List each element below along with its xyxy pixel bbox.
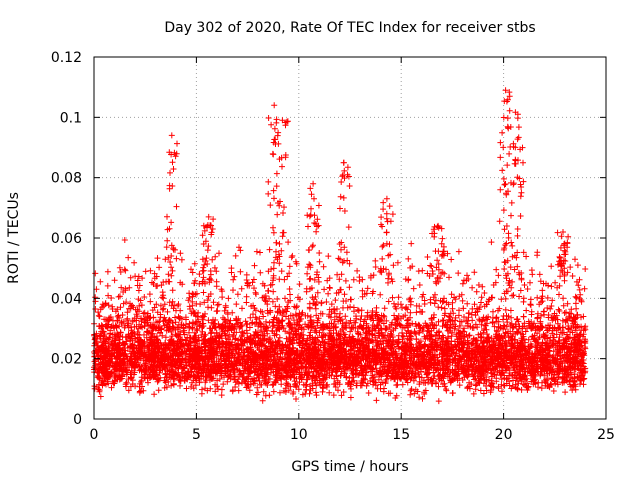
x-tick-label: 5 xyxy=(192,427,201,443)
y-axis-label: ROTI / TECUs xyxy=(6,192,22,284)
x-tick-labels: 0 5 10 15 20 25 xyxy=(90,427,615,443)
x-axis-label: GPS time / hours xyxy=(291,459,408,475)
y-tick-label: 0 xyxy=(73,412,82,428)
y-tick-label: 0.08 xyxy=(51,171,82,187)
y-tick-label: 0.04 xyxy=(51,291,82,307)
x-tick-label: 20 xyxy=(495,427,513,443)
y-tick-labels: 0 0.02 0.04 0.06 0.08 0.1 0.12 xyxy=(51,50,82,428)
x-tick-label: 10 xyxy=(290,427,308,443)
y-tick-label: 0.06 xyxy=(51,231,82,247)
y-tick-label: 0.02 xyxy=(51,352,82,368)
roti-points xyxy=(91,87,589,405)
axis-ticks xyxy=(93,56,607,420)
data-points xyxy=(91,87,589,405)
x-tick-label: 15 xyxy=(392,427,410,443)
y-tick-label: 0.1 xyxy=(60,110,82,126)
chart-title: Day 302 of 2020, Rate Of TEC Index for r… xyxy=(164,20,535,36)
x-tick-label: 0 xyxy=(90,427,99,443)
x-tick-label: 25 xyxy=(597,427,615,443)
y-tick-label: 0.12 xyxy=(51,50,82,66)
